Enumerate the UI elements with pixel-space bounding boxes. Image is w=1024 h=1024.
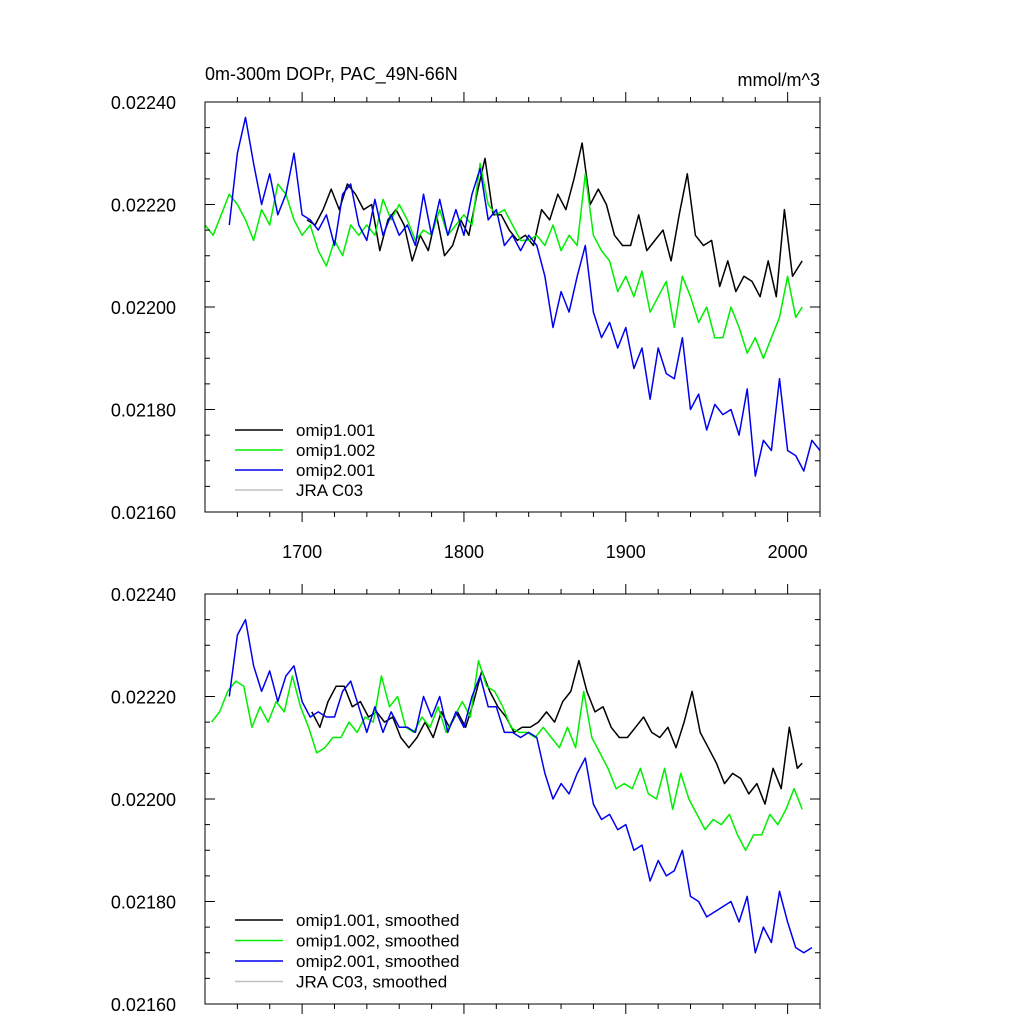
panel-top-series-line-0 [306, 142, 803, 298]
panel-bottom-ytick-label: 0.02240 [111, 585, 176, 605]
panel-bottom-legend-label-0: omip1.001, smoothed [296, 911, 460, 930]
panel-bottom-ytick-label: 0.02160 [111, 995, 176, 1015]
panel-bottom-ytick-label: 0.02180 [111, 893, 176, 913]
panel-bottom-legend-label-1: omip1.002, smoothed [296, 932, 460, 951]
panel-top-legend-label-1: omip1.002 [296, 441, 375, 460]
panel-top-legend-label-0: omip1.001 [296, 421, 375, 440]
panel-bottom-ytick-label: 0.02200 [111, 790, 176, 810]
panel-top-legend-label-2: omip2.001 [296, 461, 375, 480]
panel-top-units: mmol/m^3 [738, 70, 820, 90]
panel-bottom-series-line-0 [311, 659, 803, 805]
panel-top-ytick-label: 0.02180 [111, 401, 176, 421]
panel-top-legend-label-3: JRA C03 [296, 481, 363, 500]
panel-top-xtick-label: 1800 [444, 542, 484, 562]
panel-top-series-line-1 [204, 162, 803, 360]
panel-top-series-line-2 [228, 116, 821, 477]
panel-bottom: 0.02160 0.02180 0.02200 0.02220 0.02240 omip1… [111, 584, 821, 1015]
panel-top-ytick-label: 0.02240 [111, 93, 176, 113]
panel-top-xtick-label: 1700 [282, 542, 322, 562]
panel-bottom-legend-label-3: JRA C03, smoothed [296, 973, 447, 992]
panel-top-ytick-label: 0.02160 [111, 503, 176, 523]
panel-top-xtick-label: 1900 [606, 542, 646, 562]
panel-top-ytick-label: 0.02220 [111, 196, 176, 216]
panel-bottom-legend: omip1.001, smoothed omip1.002, smoothedom… [235, 911, 460, 992]
panel-top-ytick-label: 0.02200 [111, 298, 176, 318]
panel-bottom-ytick-label: 0.02220 [111, 688, 176, 708]
panel-top: 0m-300m DOPr, PAC_49N-66N mmol/m^3 0.021… [111, 64, 821, 562]
panel-bottom-series-line-2 [228, 618, 813, 954]
panel-bottom-series-group [210, 618, 813, 954]
panel-top-title: 0m-300m DOPr, PAC_49N-66N [205, 64, 458, 85]
panel-top-xtick-label: 2000 [768, 542, 808, 562]
panel-bottom-series-line-1 [210, 659, 803, 852]
panel-bottom-legend-label-2: omip2.001, smoothed [296, 952, 460, 971]
panel-top-series-group [204, 116, 821, 477]
